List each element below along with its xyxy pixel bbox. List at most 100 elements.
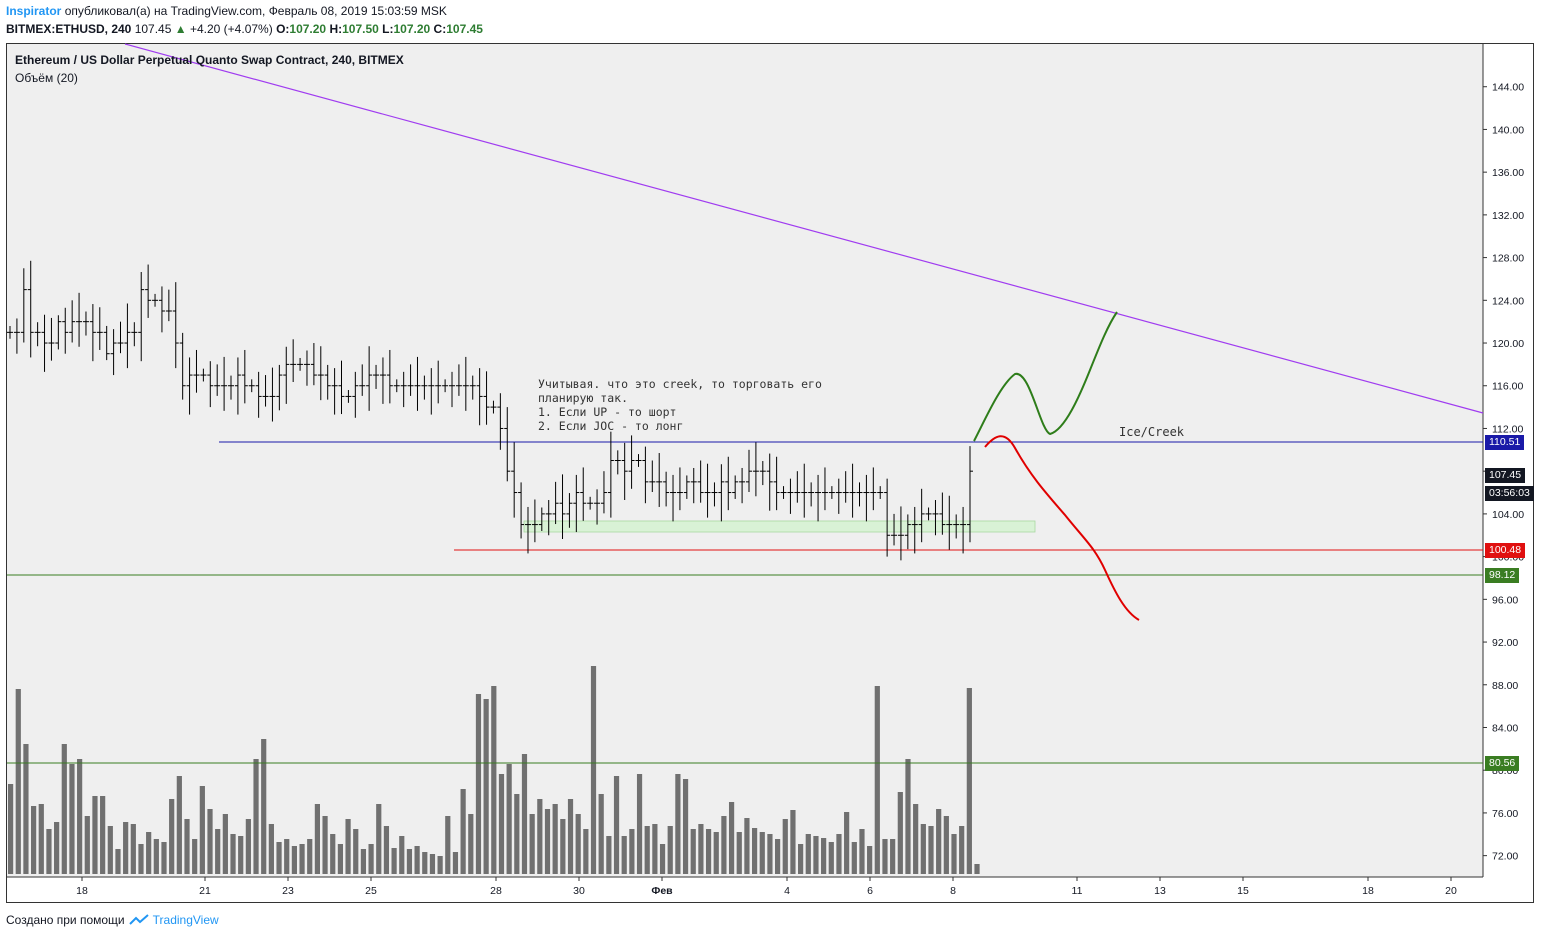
volume-bar: [414, 846, 420, 874]
volume-bar: [360, 849, 367, 874]
y-tick-label: 104.00: [1492, 509, 1524, 521]
y-tick-label: 92.00: [1492, 637, 1518, 649]
open-label: O:: [276, 22, 290, 36]
volume-bar: [345, 819, 351, 874]
volume-bar: [337, 844, 344, 874]
volume-bar: [115, 849, 121, 874]
analysis-note: Учитывая. что это creek, то торговать ег…: [538, 377, 822, 433]
volume-bar: [222, 814, 228, 874]
volume-bar: [161, 842, 167, 874]
high-label: H:: [329, 22, 343, 36]
volume-bar: [705, 829, 712, 874]
volume-bar: [560, 819, 566, 874]
x-tick-label: 11: [1072, 885, 1083, 897]
y-tick-label: 96.00: [1492, 594, 1518, 606]
volume-bar: [406, 849, 413, 874]
volume-bar: [506, 764, 512, 874]
volume-bar: [544, 809, 551, 874]
x-tick-label: 23: [282, 885, 294, 897]
volume-bar: [782, 819, 788, 874]
volume-bar: [736, 832, 742, 874]
volume-bar: [859, 829, 865, 874]
x-tick-label: Фев: [651, 885, 673, 897]
volume-bar: [767, 834, 773, 874]
volume-bar: [537, 799, 543, 874]
volume-bar: [314, 804, 320, 874]
volume-bar: [330, 834, 336, 874]
volume-bar: [552, 804, 558, 874]
volume-bar: [376, 804, 382, 874]
range-box: [523, 520, 1036, 533]
volume-bar: [529, 814, 535, 874]
volume-bar: [567, 799, 574, 874]
volume-bar: [652, 824, 658, 874]
y-tick-label: 72.00: [1492, 851, 1518, 863]
volume-bar: [261, 739, 267, 874]
volume-bar: [575, 814, 581, 874]
volume-bar: [399, 836, 405, 874]
volume-bar: [920, 824, 926, 874]
volume-bar: [790, 810, 796, 874]
volume-bar: [583, 829, 589, 874]
volume-bar: [844, 812, 850, 874]
volume-bar: [675, 774, 681, 874]
volume-bar: [798, 844, 804, 874]
volume-bar: [15, 689, 21, 874]
volume-bar: [253, 759, 259, 874]
volume-bar: [836, 834, 842, 874]
volume-bar: [897, 792, 903, 874]
low-value: 107.20: [393, 22, 431, 36]
publish-info: Inspirator опубликовал(а) на TradingView…: [6, 4, 447, 18]
volume-bar: [590, 666, 597, 874]
up-arrow-icon: ▲: [174, 22, 187, 36]
y-tick-label: 76.00: [1492, 808, 1518, 820]
volume-bar: [913, 804, 919, 874]
volume-bar: [636, 774, 643, 874]
close-value: 107.45: [446, 22, 483, 36]
volume-bar: [905, 759, 911, 874]
volume-bar: [659, 844, 666, 874]
tradingview-logo-icon: [128, 914, 149, 925]
price-change: +4.20 (+4.07%): [189, 22, 273, 36]
volume-bar: [974, 864, 980, 874]
volume-bar: [138, 844, 144, 874]
volume-bar: [751, 828, 758, 874]
last-price: 107.45: [134, 22, 172, 36]
author-name[interactable]: Inspirator: [6, 4, 62, 18]
volume-bar: [107, 826, 113, 874]
trendline: [124, 43, 1484, 414]
x-tick-label: 13: [1154, 885, 1166, 897]
volume-legend: Объём (20): [15, 71, 78, 85]
volume-bar: [713, 832, 719, 874]
bearish-projection-path: [984, 435, 1140, 621]
y-tick-label: 84.00: [1492, 722, 1518, 734]
tradingview-brand-link[interactable]: TradingView: [152, 913, 219, 927]
y-tick-label: 88.00: [1492, 680, 1518, 692]
volume-bar: [169, 799, 175, 874]
x-tick-label: 20: [1445, 885, 1457, 897]
volume-bar: [238, 836, 244, 874]
volume-bar: [805, 834, 811, 874]
y-tick-label: 132.00: [1492, 210, 1524, 222]
volume-bar: [383, 826, 390, 874]
high-value: 107.50: [342, 22, 379, 36]
volume-bar: [613, 776, 620, 874]
volume-bar: [8, 784, 14, 874]
volume-bar: [943, 816, 949, 874]
y-tick-label: 140.00: [1492, 124, 1524, 136]
y-tick-label: 116.00: [1492, 381, 1523, 393]
volume-bar: [176, 776, 182, 874]
x-tick-label: 8: [950, 885, 956, 897]
volume-bar: [69, 764, 75, 874]
volume-bar: [621, 836, 627, 874]
close-label: C:: [433, 22, 447, 36]
volume-bar: [682, 779, 689, 874]
volume-bar: [690, 829, 696, 874]
volume-bar: [498, 774, 505, 874]
y-tick-label: 112.00: [1492, 423, 1523, 435]
x-tick-label: 18: [1362, 885, 1374, 897]
footer: Создано при помощи TradingView: [6, 913, 219, 927]
volume-bar: [92, 796, 98, 874]
volume-bar: [521, 754, 528, 874]
